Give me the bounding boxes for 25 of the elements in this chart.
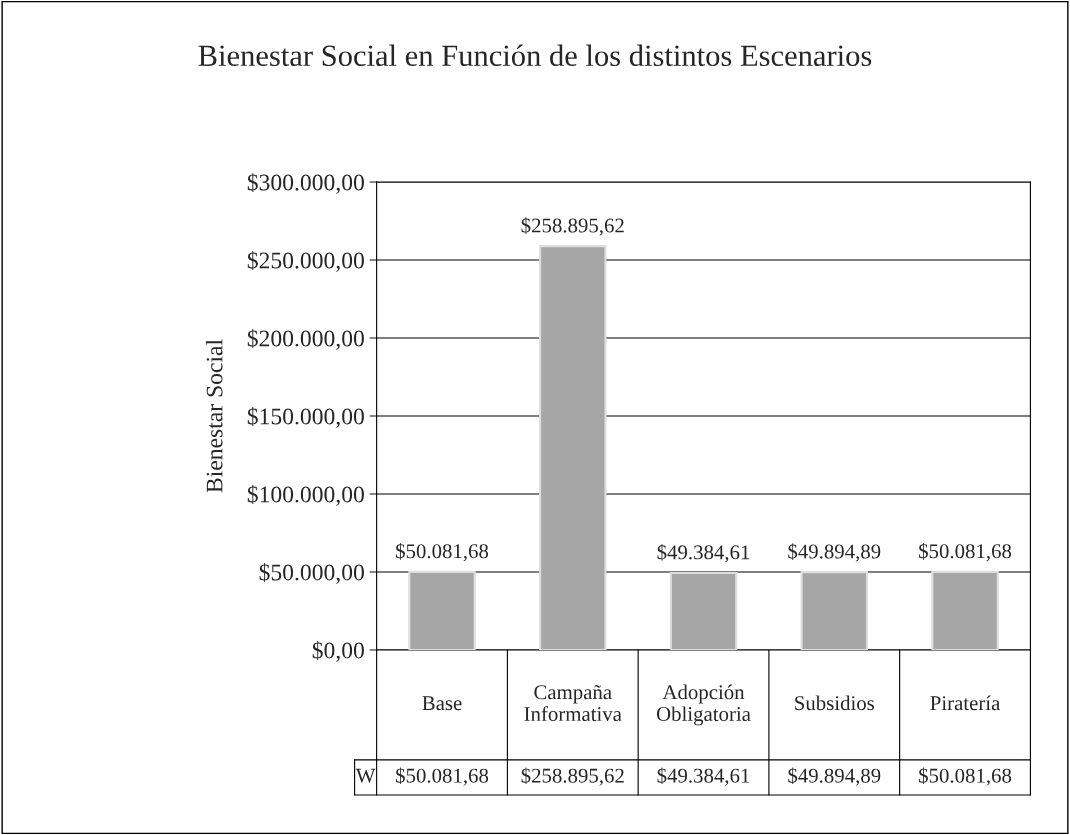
x-tick-label: Adopción Obligatoria: [656, 684, 751, 726]
text: W: [355, 768, 376, 783]
x-tick-label: Base: [422, 696, 462, 711]
x-tick-label: Subsidios: [795, 695, 875, 711]
y-tick-label: $100.000,00: [247, 485, 364, 506]
x-tick-label: Piratería: [930, 695, 1001, 711]
data-label: $50.081,68: [396, 767, 489, 786]
data-label: $258.895,62: [521, 767, 624, 786]
data-label: $49.894,89: [788, 767, 881, 786]
y-axis-title: Bienestar Social: [205, 339, 223, 493]
y-tick-label: $300.000,00: [247, 173, 364, 194]
text: $258.895,62: [521, 217, 624, 236]
data-label: $50.081,68: [919, 767, 1012, 786]
y-tick-label: $0,00: [312, 641, 364, 662]
data-label: $49.384,61: [657, 767, 750, 786]
text: $49.384,61: [657, 544, 750, 563]
chart-title: Bienestar Social en Función de los distintos Escenarios: [198, 44, 872, 67]
y-tick-label: $250.000,00: [247, 251, 364, 272]
text: $50.081,68: [396, 542, 489, 562]
y-tick-label: $150.000,00: [247, 407, 364, 428]
y-tick-label: $50.000,00: [259, 563, 364, 584]
text: $50.081,68: [919, 542, 1012, 562]
x-tick-label: Campaña Informativa: [524, 685, 622, 722]
y-tick-label: $200.000,00: [247, 329, 364, 350]
text: $49.894,89: [788, 543, 881, 562]
